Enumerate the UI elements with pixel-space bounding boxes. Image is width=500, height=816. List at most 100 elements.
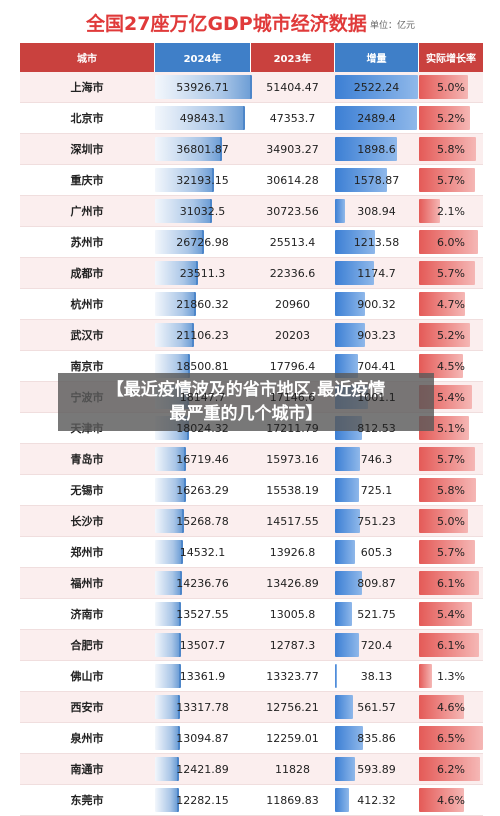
- table-row: 济南市 13527.55 13005.8 521.75 5.4%: [20, 599, 483, 630]
- cell-increase-value: 812.53: [357, 421, 396, 435]
- cell-gdp-2024-bar: [155, 571, 182, 595]
- cell-city: 南通市: [70, 763, 104, 776]
- cell-gdp-2023: 51404.47: [251, 72, 334, 102]
- cell-growth-rate: 5.7%: [419, 537, 483, 567]
- cell-gdp-2024-value: 12282.15: [176, 793, 229, 807]
- cell-gdp-2024-bar: [155, 633, 181, 657]
- cell-increase-bar: [335, 788, 349, 812]
- cell-increase-value: 746.3: [360, 452, 393, 466]
- cell-city: 合肥市: [70, 639, 104, 652]
- cell-gdp-2024: 14236.76: [155, 568, 250, 598]
- cell-gdp-2023: 20203: [251, 320, 334, 350]
- cell-gdp-2024: 13317.78: [155, 692, 250, 722]
- cell-increase-value: 605.3: [360, 545, 393, 559]
- cell-increase: 809.87: [335, 568, 418, 598]
- cell-growth-rate-value: 5.8%: [437, 142, 465, 156]
- header-growth-rate: 实际增长率: [419, 43, 483, 72]
- cell-gdp-2024: 31032.5: [155, 196, 250, 226]
- cell-gdp-2024-bar: [155, 757, 179, 781]
- cell-growth-rate: 4.6%: [419, 785, 483, 815]
- cell-growth-rate-bar: [419, 199, 440, 223]
- cell-growth-rate-value: 5.7%: [437, 173, 465, 187]
- cell-gdp-2024-value: 53926.71: [176, 80, 229, 94]
- cell-increase: 1578.87: [335, 165, 418, 195]
- cell-increase: 38.13: [335, 661, 418, 691]
- cell-gdp-2023-value: 20960: [275, 297, 310, 311]
- cell-growth-rate-value: 6.0%: [437, 235, 465, 249]
- cell-increase-value: 2522.24: [353, 80, 400, 94]
- table-row: 合肥市 13507.7 12787.3 720.4 6.1%: [20, 630, 483, 661]
- cell-increase-value: 38.13: [360, 669, 393, 683]
- cell-growth-rate-bar: [419, 633, 479, 657]
- cell-gdp-2023: 15973.16: [251, 444, 334, 474]
- cell-increase-bar: [335, 664, 337, 688]
- cell-growth-rate-value: 4.7%: [437, 297, 465, 311]
- header-city: 城市: [20, 43, 154, 72]
- cell-growth-rate-value: 6.2%: [437, 762, 465, 776]
- cell-increase-value: 561.57: [357, 700, 396, 714]
- cell-gdp-2024: 16263.29: [155, 475, 250, 505]
- cell-increase: 900.32: [335, 289, 418, 319]
- cell-growth-rate-value: 2.1%: [437, 204, 465, 218]
- cell-gdp-2024-bar: [155, 447, 186, 471]
- cell-growth-rate-value: 5.0%: [437, 80, 465, 94]
- cell-gdp-2024-value: 14236.76: [176, 576, 229, 590]
- cell-gdp-2023-value: 20203: [275, 328, 310, 342]
- cell-growth-rate-bar: [419, 447, 475, 471]
- cell-increase-value: 751.23: [357, 514, 396, 528]
- cell-increase-value: 1213.58: [353, 235, 400, 249]
- cell-gdp-2024-bar: [155, 726, 180, 750]
- cell-gdp-2024: 26726.98: [155, 227, 250, 257]
- cell-gdp-2024-bar: [155, 261, 198, 285]
- cell-growth-rate: 4.7%: [419, 289, 483, 319]
- cell-growth-rate-bar: [419, 540, 475, 564]
- cell-increase: 412.32: [335, 785, 418, 815]
- cell-gdp-2024-value: 36801.87: [176, 142, 229, 156]
- cell-city: 深圳市: [70, 143, 104, 156]
- cell-gdp-2024-value: 23511.3: [179, 266, 226, 280]
- table-row: 深圳市 36801.87 34903.27 1898.6 5.8%: [20, 134, 483, 165]
- cell-gdp-2024-value: 16263.29: [176, 483, 229, 497]
- cell-growth-rate-value: 5.2%: [437, 111, 465, 125]
- cell-increase-bar: [335, 106, 417, 130]
- cell-gdp-2024-bar: [155, 292, 196, 316]
- cell-gdp-2023: 17796.4: [251, 351, 334, 381]
- cell-city: 东莞市: [70, 794, 104, 807]
- cell-gdp-2023-value: 13926.8: [269, 545, 316, 559]
- cell-increase-value: 725.1: [360, 483, 393, 497]
- cell-increase-bar: [335, 602, 352, 626]
- cell-city: 长沙市: [70, 515, 104, 528]
- cell-growth-rate-bar: [419, 230, 478, 254]
- cell-increase: 1174.7: [335, 258, 418, 288]
- cell-gdp-2024-bar: [155, 695, 180, 719]
- cell-growth-rate-value: 1.3%: [437, 669, 465, 683]
- cell-gdp-2023: 13926.8: [251, 537, 334, 567]
- cell-gdp-2024-bar: [155, 664, 181, 688]
- cell-gdp-2024-bar: [155, 602, 181, 626]
- table-row: 武汉市 21106.23 20203 903.23 5.2%: [20, 320, 483, 351]
- cell-gdp-2024-value: 32193.15: [176, 173, 229, 187]
- cell-increase-bar: [335, 199, 345, 223]
- cell-growth-rate-value: 5.4%: [437, 390, 465, 404]
- cell-gdp-2023: 14517.55: [251, 506, 334, 536]
- cell-increase-bar: [335, 633, 359, 657]
- cell-gdp-2024-bar: [155, 230, 204, 254]
- cell-growth-rate-bar: [419, 106, 470, 130]
- cell-increase-value: 720.4: [360, 638, 393, 652]
- cell-increase-value: 308.94: [357, 204, 396, 218]
- cell-gdp-2024-value: 13527.55: [176, 607, 229, 621]
- cell-increase: 561.57: [335, 692, 418, 722]
- cell-gdp-2024: 14532.1: [155, 537, 250, 567]
- header-2023: 2023年: [251, 43, 334, 72]
- cell-gdp-2023-value: 15538.19: [266, 483, 319, 497]
- cell-gdp-2024-value: 21860.32: [176, 297, 229, 311]
- cell-gdp-2024-bar: [155, 478, 186, 502]
- cell-gdp-2023-value: 13426.89: [266, 576, 319, 590]
- cell-growth-rate-value: 6.1%: [437, 638, 465, 652]
- cell-increase-value: 2489.4: [357, 111, 396, 125]
- cell-increase-value: 1898.6: [357, 142, 396, 156]
- cell-gdp-2024: 36801.87: [155, 134, 250, 164]
- cell-gdp-2023: 22336.6: [251, 258, 334, 288]
- cell-gdp-2023: 34903.27: [251, 134, 334, 164]
- cell-increase-value: 809.87: [357, 576, 396, 590]
